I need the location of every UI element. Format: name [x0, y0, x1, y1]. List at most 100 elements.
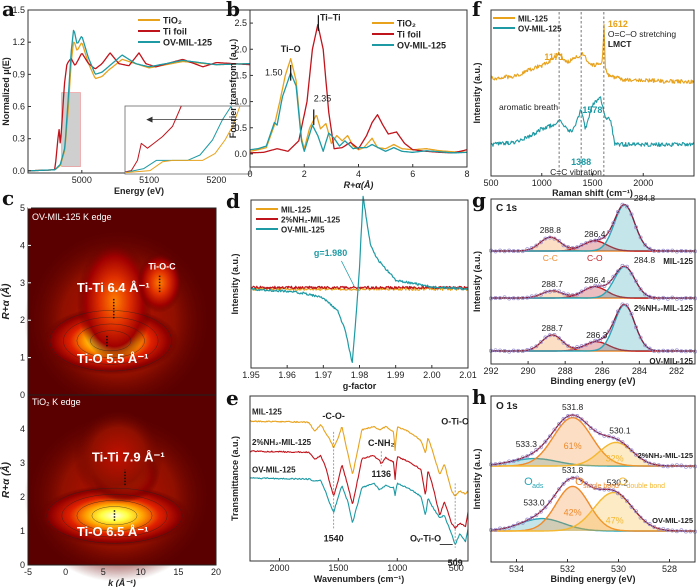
- panel-g-1-data-point: [538, 292, 543, 297]
- panel-h-0-envelope: [490, 414, 695, 467]
- panel-g-1-data-point: [634, 279, 639, 284]
- panel-h-0-peak-fill: [491, 458, 695, 466]
- panel-a-legend-label: Ti foil: [163, 27, 187, 37]
- panel-g-0-data-point: [611, 221, 616, 225]
- x-axis-label: k (Å⁻¹): [108, 578, 136, 587]
- panel-g-2-data-point: [570, 346, 575, 351]
- panel-g-1-data-point: [588, 285, 593, 290]
- panel-h-1-data-point: [679, 528, 684, 533]
- panel-g-0-data-point: [688, 249, 693, 254]
- panel-label-e: e: [226, 386, 239, 410]
- panel-label-a: a: [2, 0, 15, 21]
- panel-c-xtick-label: -5: [24, 567, 32, 577]
- panel-g-2-data-point: [647, 346, 652, 351]
- panel-h-1-data-point: [584, 481, 589, 486]
- panel-h-0-data-point: [620, 440, 625, 445]
- annotation-ti-o: Ti-O 6.5 Å⁻¹: [77, 524, 149, 539]
- panel-h-0-data-point: [652, 462, 657, 467]
- peak-label: 288.7: [542, 323, 564, 333]
- shaded-region: [61, 92, 81, 167]
- panel-g-2-data-point: [593, 338, 598, 343]
- panel-h-1-data-point: [520, 520, 525, 525]
- panel-g-2-data-point: [543, 335, 548, 340]
- panel-c-ytick-label: 0: [20, 560, 25, 570]
- panel-h-xtick-label: 532: [560, 564, 575, 574]
- panel-g-0-data-point: [570, 246, 575, 251]
- panel-g-0-data-point: [683, 249, 688, 254]
- contour-line: [76, 500, 153, 532]
- panel-a-ytick-label: 1.2: [12, 37, 25, 47]
- panel-h-1-data-point: [498, 526, 503, 531]
- panel-b-legend-label: TiO₂: [397, 19, 416, 29]
- panel-g-1-data-point: [638, 287, 643, 292]
- panel-g-0-data-point: [625, 204, 629, 209]
- panel-h-0-data-point: [534, 447, 539, 452]
- panel-h-1-data-point: [493, 527, 498, 532]
- panel-b-ytick-label: 0.0: [234, 149, 247, 159]
- panel-g-0-data-point: [674, 249, 679, 254]
- panel-h-frame: [490, 395, 696, 563]
- panel-b-xtick-label: 8: [464, 169, 469, 179]
- panel-h-0-data-point: [525, 454, 530, 459]
- panel-a-xtick-label: 5100: [139, 175, 159, 185]
- panel-h-1-data-point: [629, 504, 634, 509]
- panel-g-0-data-point: [597, 236, 602, 241]
- contour-line: [46, 487, 183, 544]
- panel-h-1-data-point: [557, 487, 561, 492]
- y-axis-label: Intensity (a.u.): [472, 251, 482, 312]
- panel-g-2-data-point: [584, 342, 589, 347]
- series-OV-MIL-125: [490, 96, 695, 147]
- heatmap-blob: [39, 485, 190, 547]
- panel-g-xtick-label: 288: [558, 366, 573, 376]
- panel-g-1-data-point: [611, 274, 616, 279]
- panel-g-0-data-point: [647, 246, 652, 251]
- panel-h-1-data-point: [665, 528, 670, 533]
- panel-g-2-data-point: [688, 349, 693, 353]
- panel-g-2-data-point: [656, 349, 661, 354]
- panel-d-legend-label: OV-MIL-125: [281, 226, 325, 235]
- panel-g-0-data-point: [629, 212, 634, 217]
- sample-label: 2%NH₂-MIL-125: [634, 304, 694, 313]
- panel-g-0-data-point: [520, 249, 525, 254]
- panel-g-2-data-point: [665, 349, 670, 353]
- panel-g-2-peak-fill: [491, 341, 695, 351]
- panel-g-0-data-point: [534, 243, 539, 248]
- peak-label: 531.8: [562, 402, 584, 412]
- inset-frame: [124, 105, 251, 175]
- panel-g-2-data-point: [498, 348, 503, 353]
- legend-symbol: O: [575, 476, 584, 488]
- panel-f-legend-label: MIL-125: [518, 15, 548, 24]
- panel-g-1-data-point: [584, 286, 589, 291]
- panel-c-ytick-label: 0: [20, 390, 25, 400]
- panel-title: C 1s: [496, 203, 518, 214]
- panel-a-legend-label: OV-MIL-125: [163, 38, 212, 48]
- panel-g-2-data-point: [502, 348, 507, 353]
- panel-h-1-data-point: [543, 505, 548, 510]
- series-label: 2%NH₂-MIL-125: [252, 438, 312, 447]
- peak-label: 530.1: [609, 426, 631, 436]
- panel-h-1-data-point: [602, 487, 607, 492]
- panel-b-ytick-label: 2.0: [234, 44, 247, 54]
- panel-g-0-data-point: [602, 235, 607, 240]
- annotation-ti-ti: Ti-Ti 7.9 Å⁻¹: [92, 449, 165, 464]
- panel-g-0-data-point: [579, 242, 584, 247]
- panel-c-ytick-label: 4: [20, 424, 25, 434]
- panel-g-0-data-point: [493, 249, 498, 254]
- panel-g-0-data-point: [670, 248, 675, 253]
- panel-g-2-data-point: [652, 348, 657, 353]
- panel-g-1-data-point: [665, 296, 670, 301]
- panel-h-1-data-point: [620, 494, 625, 499]
- annotation-ti-o: Ti-O 5.5 Å⁻¹: [77, 351, 149, 366]
- heatmap-blob: [73, 408, 164, 504]
- panel-h-1-data-point: [606, 487, 611, 492]
- panel-h-1-peak-fill: [491, 518, 695, 531]
- legend-symbol: O: [619, 476, 628, 488]
- panel-title: O 1s: [496, 401, 518, 412]
- panel-g-0-data-point: [679, 249, 684, 253]
- annotation-1612: 1612: [608, 19, 628, 29]
- sample-label: OV-MIL-125: [649, 357, 693, 366]
- panel-g-2-data-point: [588, 340, 593, 345]
- inset-series: [124, 105, 182, 173]
- series-TiO2: [249, 58, 467, 153]
- panel-g-1-data-point: [683, 296, 688, 300]
